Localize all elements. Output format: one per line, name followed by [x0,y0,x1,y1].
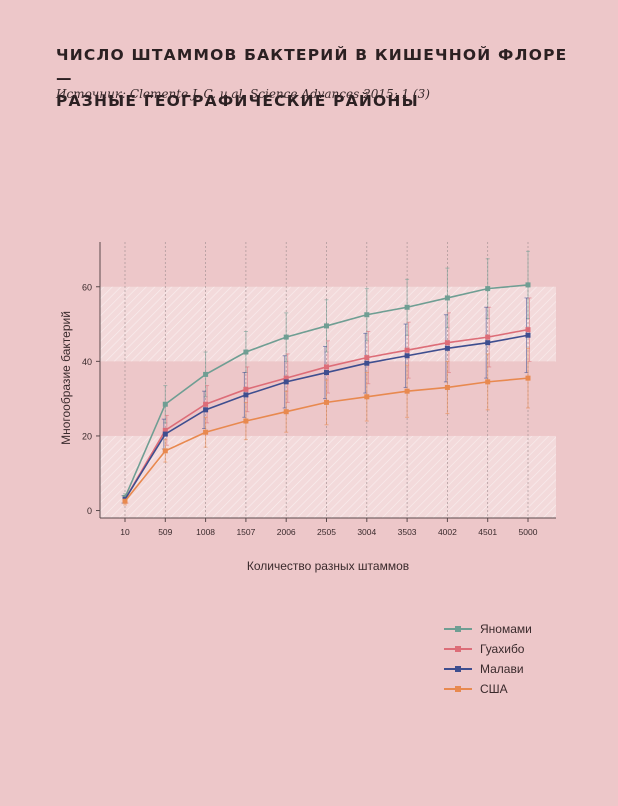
data-point [364,394,370,400]
chart-series [122,282,531,504]
legend-label: Гуахибо [480,642,525,656]
chart-axes [96,242,556,522]
x-tick-label: 5000 [519,527,538,537]
x-tick-label: 1008 [196,527,215,537]
data-point [243,386,249,392]
legend-label: США [480,682,508,696]
data-point [404,347,410,353]
legend-item: Гуахибо [444,639,532,659]
data-point [283,379,289,385]
data-point [444,384,450,390]
data-point [485,379,491,385]
data-point [283,375,289,381]
x-tick-label: 4501 [478,527,497,537]
x-tick-label: 4002 [438,527,457,537]
data-point [485,286,491,292]
x-tick-label: 10 [120,527,130,537]
data-point [162,401,168,407]
legend-swatch [444,664,472,674]
data-point [525,327,531,333]
legend-item: США [444,679,532,699]
data-point [203,429,209,435]
y-tick-label: 60 [82,282,92,292]
legend-item: Малави [444,659,532,679]
data-point [364,312,370,318]
data-point [324,399,329,405]
y-tick-labels: 0 20 40 60 [82,282,92,516]
data-point [404,353,410,359]
data-point [162,431,168,437]
legend-label: Яномами [480,622,532,636]
data-point [243,418,249,424]
x-tick-label: 2505 [317,527,336,537]
data-point [404,304,410,310]
data-point [122,498,128,504]
data-point [485,340,491,346]
data-point [404,388,410,394]
title-line-2: разные географические районы [56,92,419,110]
page-title: Число штаммов бактерий в кишечной флоре … [56,44,576,113]
x-tick-label: 2006 [277,527,296,537]
data-point [243,392,249,398]
data-point [444,340,450,346]
legend-swatch [444,684,472,694]
legend-swatch [444,644,472,654]
data-point [283,409,289,415]
legend-item: Яномами [444,619,532,639]
data-point [364,355,370,361]
y-axis-label: Многообразие бактерий [59,311,73,445]
legend: Яномами Гуахибо Малави США [444,619,532,699]
data-point [364,360,370,366]
data-point [324,323,329,329]
x-tick-label: 1507 [236,527,255,537]
data-point [324,364,329,370]
data-point [525,332,531,338]
x-tick-label: 3503 [398,527,417,537]
data-point [324,370,329,376]
data-point [203,371,209,377]
data-point [525,282,531,288]
x-tick-label: 509 [158,527,172,537]
data-point [162,427,168,433]
x-axis-label: Количество разных штаммов [247,559,409,573]
data-point [203,407,209,413]
y-tick-label: 0 [87,506,92,516]
legend-label: Малави [480,662,524,676]
data-point [525,375,531,381]
data-point [203,401,209,407]
y-tick-label: 20 [82,431,92,441]
x-tick-labels: 10 509 1008 1507 2006 2505 3004 3503 4002 4501 500… [120,527,537,537]
y-tick-label: 40 [82,357,92,367]
data-point [283,334,289,340]
source-citation: Источник: Clemente J. C. и al. Science A… [56,87,430,101]
x-tick-label: 3004 [357,527,376,537]
data-point [162,448,168,454]
data-point [485,334,491,340]
legend-swatch [444,624,472,634]
data-point [444,295,450,301]
data-point [243,349,249,355]
title-line-1: Число штаммов бактерий в кишечной флоре … [56,46,568,87]
band-hatch-0 [100,435,556,518]
data-point [444,345,450,351]
